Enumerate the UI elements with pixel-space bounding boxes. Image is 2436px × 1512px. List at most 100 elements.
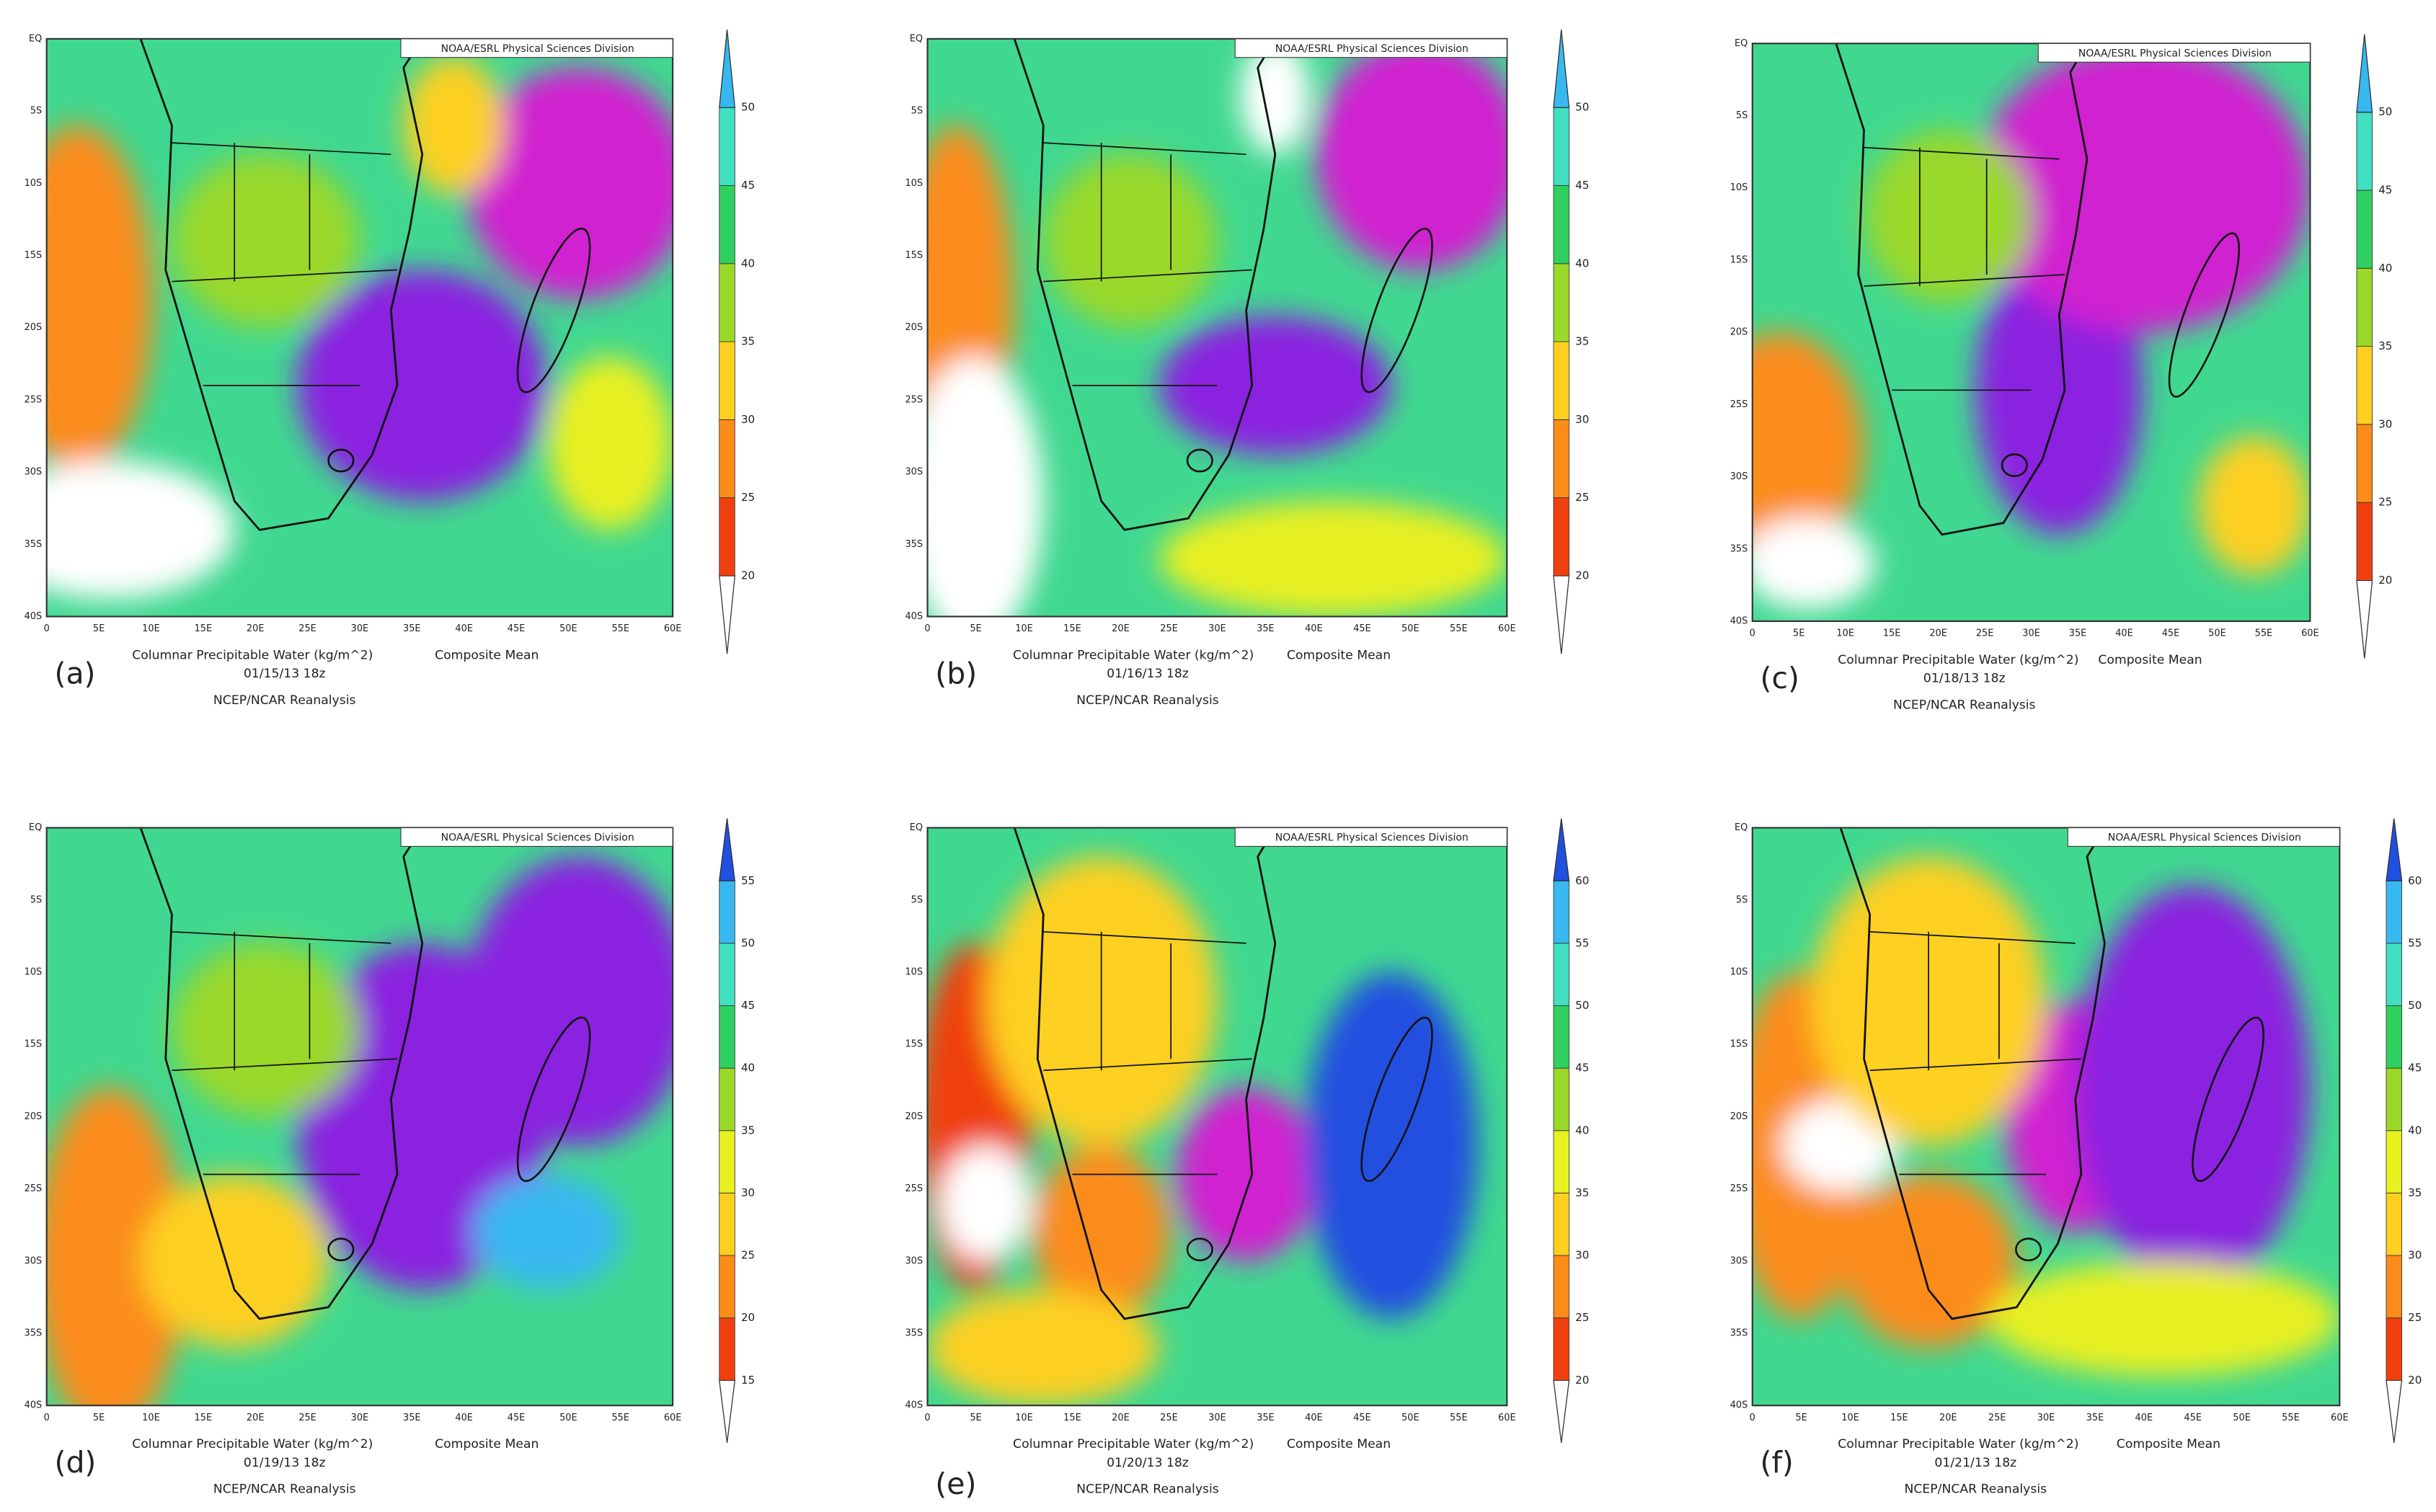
panel: NOAA/ESRL Physical Sciences Division 0 5E 1… (25, 29, 755, 708)
header-box (400, 827, 673, 847)
x-tick-label: 25E (1988, 1413, 2006, 1423)
field-blob (172, 154, 360, 328)
y-tick-label: 30S (905, 1255, 923, 1266)
field-blob (927, 1289, 1160, 1406)
y-tick-label: 10S (905, 178, 923, 189)
field-blob (1177, 1088, 1316, 1261)
colorbar-tick-label: 45 (2378, 183, 2392, 196)
map-frame (45, 827, 674, 1407)
colorbar-tick-label: 60 (2408, 874, 2422, 887)
map-frame (926, 827, 1508, 1407)
colorbar-end (719, 575, 736, 654)
x-tick-label: 10E (1836, 628, 1854, 639)
border (1043, 1058, 1252, 1072)
x-tick-label: 35E (1257, 1413, 1275, 1423)
field-blob (1159, 316, 1391, 455)
colorbar-segment (2356, 346, 2373, 425)
header-text: NOAA/ESRL Physical Sciences Division (1275, 832, 1469, 844)
x-tick-label: 60E (1498, 1413, 1516, 1423)
madagascar (516, 227, 591, 393)
x-tick-label: 60E (1498, 623, 1516, 634)
colorbar-segment (2356, 112, 2373, 191)
colorbar-segment (2386, 1255, 2402, 1319)
y-tick-label: 25S (905, 394, 923, 405)
colorbar-tick-label: 35 (1575, 335, 1589, 348)
colorbar-tick-label: 20 (2408, 1374, 2422, 1387)
y-tick-label: 35S (25, 539, 43, 550)
colorbar-tick-label: 40 (1575, 1124, 1589, 1137)
y-tick-label: 30S (25, 467, 43, 478)
stat: Composite Mean (435, 1437, 539, 1451)
field-blob (1987, 1260, 2340, 1377)
colorbar-segment (719, 341, 735, 420)
coastline (1013, 38, 1277, 531)
colorbar-segment (1553, 185, 1569, 264)
colorbar-tick-label: 25 (741, 491, 755, 504)
field-blob (466, 68, 673, 299)
y-tick-label: EQ (1735, 38, 1748, 49)
x-tick-label: 0 (1750, 628, 1755, 639)
colorbar-end (2386, 1379, 2403, 1443)
y-tick-label: 40S (905, 1400, 923, 1411)
colorbar-segment (2386, 1130, 2402, 1193)
colorbar-tick-label: 20 (741, 1311, 755, 1324)
y-tick-label: 5S (1736, 894, 1748, 905)
x-tick-label: 5E (93, 1413, 105, 1423)
y-tick-label: 15S (905, 1039, 923, 1050)
x-tick-label: 45E (2162, 628, 2180, 639)
colorbar-tick-label: 50 (1575, 101, 1589, 114)
x-tick-label: 30E (2022, 628, 2040, 639)
colorbar-tick-label: 30 (1575, 413, 1589, 426)
colorbar-tick-label: 45 (741, 179, 755, 192)
x-tick-label: 15E (195, 1413, 213, 1423)
y-tick-label: 10S (1730, 966, 1748, 977)
y-tick-label: EQ (29, 33, 42, 44)
colorbar-segment (719, 107, 735, 186)
x-tick-label: 0 (44, 623, 50, 634)
y-tick-label: 5S (1736, 110, 1748, 121)
colorbar-tick-label: 40 (741, 1062, 755, 1075)
field-blob (1159, 501, 1507, 617)
field-blob (2198, 436, 2311, 575)
colorbar-segment (2386, 943, 2402, 1006)
colorbar-tick-label: 50 (741, 101, 755, 114)
y-tick-label: EQ (29, 822, 42, 833)
colorbar-segment (2356, 424, 2373, 503)
colorbar-tick-label: 45 (1575, 1062, 1589, 1075)
colorbar-segment (1553, 107, 1569, 186)
field-blob (2075, 885, 2311, 1290)
x-tick-label: 30E (351, 623, 369, 634)
x-tick-label: 40E (1305, 623, 1323, 634)
stat: Composite Mean (1287, 648, 1391, 662)
field-blob (466, 856, 673, 1146)
panel: NOAA/ESRL Physical Sciences Division 0 5E 1… (25, 818, 755, 1497)
date: 01/20/13 18z (1107, 1456, 1189, 1470)
y-tick-label: 20S (905, 322, 923, 333)
x-tick-label: 55E (2282, 1413, 2300, 1423)
map (46, 827, 673, 1406)
x-tick-label: 45E (1353, 623, 1371, 634)
border (172, 1058, 398, 1072)
colorbar-segment (719, 880, 735, 944)
colorbar-tick-label: 50 (1575, 999, 1589, 1012)
colorbar-end (1553, 1379, 1570, 1443)
colorbar-tick-label: 25 (2378, 496, 2392, 509)
source: NCEP/NCAR Reanalysis (1893, 698, 2036, 712)
y-tick-label: 25S (905, 1183, 923, 1194)
madagascar (516, 1016, 591, 1183)
colorbar-tick-label: 45 (1575, 179, 1589, 192)
colorbar-segment (719, 1067, 735, 1131)
coastline (139, 38, 424, 531)
field-blob (172, 943, 360, 1117)
colorbar-segment (2386, 1005, 2402, 1069)
x-tick-label: 40E (1305, 1413, 1323, 1423)
colorbar-end (1553, 29, 1570, 108)
x-tick-label: 15E (1890, 1413, 1908, 1423)
stat: Composite Mean (1287, 1437, 1391, 1451)
caption: Columnar Precipitable Water (kg/m^2) (132, 1437, 373, 1451)
y-tick-label: 20S (905, 1111, 923, 1122)
y-tick-label: 30S (25, 1255, 43, 1266)
header-text: NOAA/ESRL Physical Sciences Division (2108, 832, 2301, 844)
border (1043, 930, 1246, 944)
source: NCEP/NCAR Reanalysis (1076, 693, 1219, 708)
